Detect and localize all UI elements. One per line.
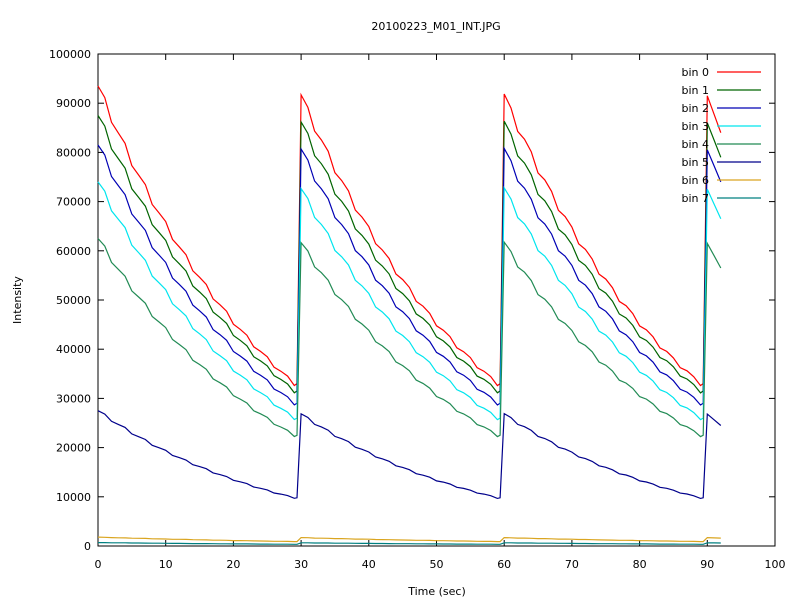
- legend: bin 0 bin 1 bin 2 bin 3 bin 4 bin 5 bin 6 bin 7: [681, 66, 761, 205]
- y-tick-label: 100000: [49, 48, 91, 61]
- series-line-bin-3: [97, 181, 722, 421]
- plot-frame: [97, 53, 776, 547]
- series-line-bin-7: [98, 542, 721, 545]
- x-tick-label: 90: [700, 558, 714, 571]
- axes: 0 10 20 30 40 50 60 70 80 90 100 0 10000 20000 30000 40…: [49, 48, 786, 571]
- series-lines: [97, 85, 722, 545]
- series-line-bin-6: [97, 536, 721, 543]
- series-line-bin-1: [97, 115, 722, 394]
- x-tick-label: 100: [765, 558, 786, 571]
- x-axis-label: Time (sec): [407, 585, 466, 598]
- y-tick-label: 80000: [56, 146, 91, 159]
- y-tick-label: 90000: [56, 97, 91, 110]
- x-tick-label: 50: [430, 558, 444, 571]
- legend-label: bin 5: [681, 156, 709, 169]
- x-tick-label: 30: [294, 558, 308, 571]
- y-tick-label: 70000: [56, 196, 91, 209]
- x-tick-label: 70: [565, 558, 579, 571]
- legend-label: bin 7: [681, 192, 709, 205]
- x-tick-label: 10: [159, 558, 173, 571]
- y-tick-label: 30000: [56, 392, 91, 405]
- x-tick-label: 60: [497, 558, 511, 571]
- x-tick-label: 80: [633, 558, 647, 571]
- y-tick-label: 0: [84, 540, 91, 553]
- legend-label: bin 4: [681, 138, 709, 151]
- y-tick-label: 40000: [56, 343, 91, 356]
- legend-label: bin 1: [681, 84, 709, 97]
- x-tick-label: 20: [226, 558, 240, 571]
- series-line-bin-2: [97, 144, 722, 406]
- chart-title: 20100223_M01_INT.JPG: [371, 20, 500, 33]
- series-line-bin-4: [97, 238, 722, 438]
- x-tick-label: 40: [362, 558, 376, 571]
- series-line-bin-5: [97, 410, 722, 500]
- legend-label: bin 3: [681, 120, 709, 133]
- x-tick-label: 0: [95, 558, 102, 571]
- y-tick-label: 10000: [56, 491, 91, 504]
- y-tick-label: 20000: [56, 442, 91, 455]
- legend-label: bin 2: [681, 102, 709, 115]
- legend-label: bin 0: [681, 66, 709, 79]
- y-axis-label: Intensity: [11, 276, 24, 324]
- y-tick-label: 50000: [56, 294, 91, 307]
- series-line-bin-0: [97, 85, 722, 387]
- legend-label: bin 6: [681, 174, 709, 187]
- y-tick-label: 60000: [56, 245, 91, 258]
